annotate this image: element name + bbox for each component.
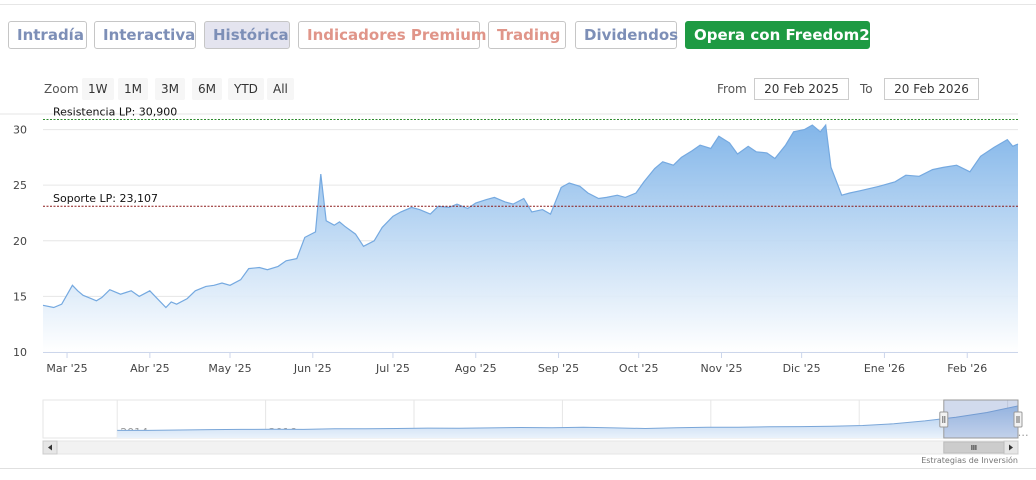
top-divider	[0, 4, 1036, 5]
price-area	[43, 125, 1018, 352]
y-tick-label: 15	[13, 290, 27, 303]
range-from-input[interactable]: 20 Feb 2025	[754, 78, 849, 100]
bottom-divider	[0, 468, 1036, 469]
range-from-label: From	[717, 82, 747, 96]
navigator-right-handle[interactable]	[1013, 411, 1023, 428]
price-line	[42, 123, 1019, 309]
x-tick-label: Mar '25	[46, 362, 87, 375]
x-tick-label: Jul '25	[375, 362, 410, 375]
zoom-1m-button[interactable]: 1M	[118, 78, 148, 100]
zoom-6m-button[interactable]: 6M	[192, 78, 222, 100]
zoom-3m-button[interactable]: 3M	[155, 78, 185, 100]
x-tick-label: Sep '25	[538, 362, 579, 375]
x-tick-label: Jun '25	[293, 362, 332, 375]
x-tick-label: Nov '25	[700, 362, 742, 375]
tab-indicadores-premium[interactable]: Indicadores Premium	[298, 21, 487, 49]
arrow-right-icon	[1009, 444, 1013, 451]
x-tick-label: Abr '25	[130, 362, 170, 375]
zoom-label: Zoom	[44, 82, 79, 96]
range-to-label: To	[860, 82, 873, 96]
tab-interactiva[interactable]: Interactiva	[94, 21, 196, 49]
x-tick-label: May '25	[208, 362, 251, 375]
navigator-selection[interactable]	[943, 399, 1019, 439]
tab-dividendos[interactable]: Dividendos	[575, 21, 678, 49]
resistance-label: Resistencia LP: 30,900	[53, 106, 177, 119]
navigator-line	[117, 405, 1019, 431]
zoom-1w-button[interactable]: 1W	[82, 78, 114, 100]
y-tick-label: 30	[13, 124, 27, 137]
x-tick-label: Oct '25	[619, 362, 659, 375]
x-tick-label: Dic '25	[783, 362, 821, 375]
tab-opera-freedom24[interactable]: Opera con Freedom24	[685, 21, 880, 49]
x-tick-label: Feb '26	[947, 362, 987, 375]
x-tick-label: Ago '25	[455, 362, 497, 375]
range-to-input[interactable]: 20 Feb 2026	[884, 78, 979, 100]
support-label: Soporte LP: 23,107	[53, 192, 158, 205]
tab-trading[interactable]: Trading	[488, 21, 566, 49]
y-tick-label: 20	[13, 235, 27, 248]
y-tick-label: 25	[13, 179, 27, 192]
scrollbar-track[interactable]	[42, 440, 1019, 455]
x-tick-label: Ene '26	[864, 362, 905, 375]
tab-intradia[interactable]: Intradía	[8, 21, 87, 49]
y-tick-label: 10	[13, 346, 27, 359]
arrow-left-icon	[48, 444, 52, 451]
credit-text: Estrategias de Inversión	[921, 456, 1018, 465]
navigator-area	[117, 405, 1018, 438]
tab-historica[interactable]: Histórica	[204, 21, 290, 49]
zoom-all-button[interactable]: All	[267, 78, 294, 100]
navigator-left-handle[interactable]	[939, 411, 949, 428]
zoom-ytd-button[interactable]: YTD	[228, 78, 264, 100]
